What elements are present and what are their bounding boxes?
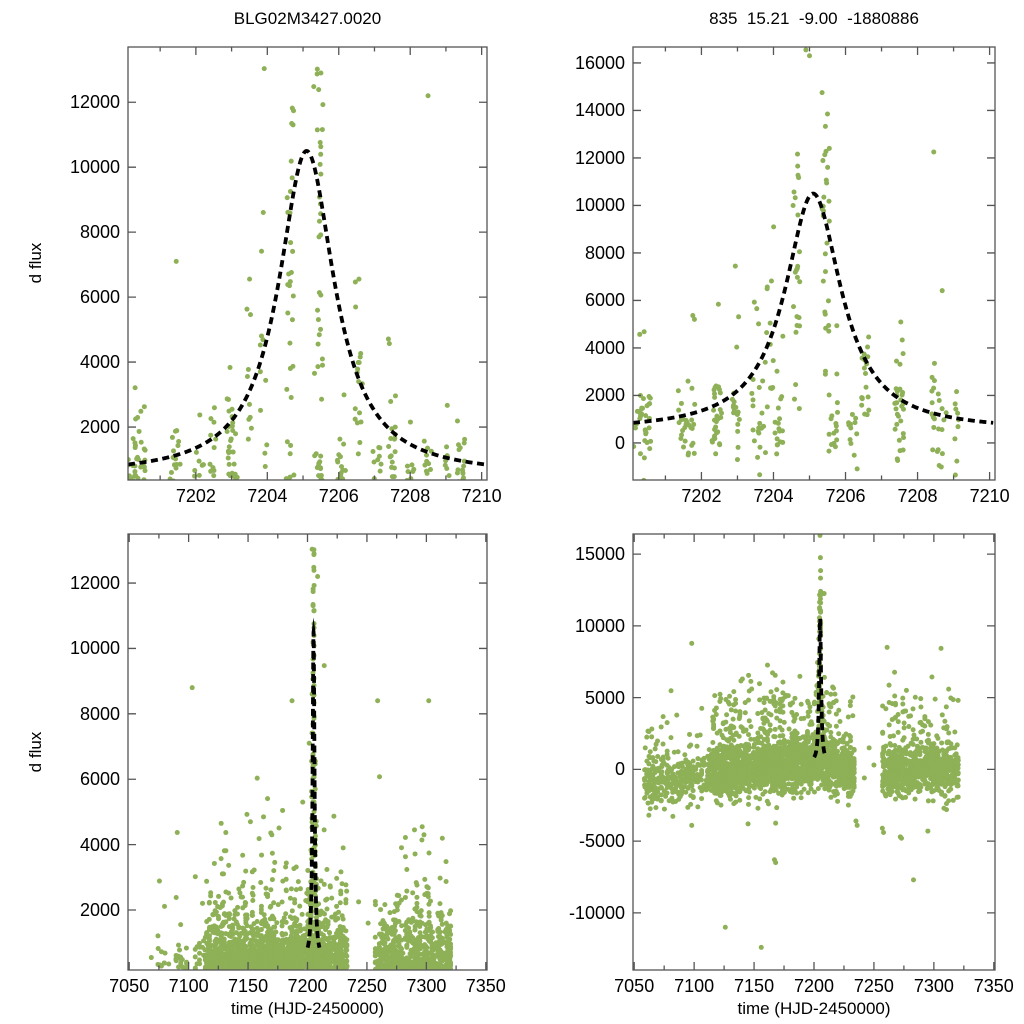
y-tick-label: 0	[614, 759, 625, 780]
y-tick-label: 4000	[79, 834, 120, 855]
plot-panel-top-right	[633, 47, 995, 480]
plot-panel-top-left	[128, 47, 487, 480]
y-tick-label: 6000	[79, 287, 120, 308]
y-tick-label: 6000	[584, 290, 625, 311]
y-tick-label: 10000	[574, 615, 625, 636]
x-tick-label: 7250	[346, 976, 387, 996]
x-tick-label: 7100	[168, 976, 209, 996]
y-tick-label: 10000	[574, 195, 625, 216]
x-tick-label: 7250	[853, 976, 894, 996]
x-tick-label: 7200	[287, 976, 328, 996]
x-tick-label: 7150	[228, 976, 269, 996]
x-tick-label: 7206	[318, 486, 359, 506]
x-axis-label-left: time (HJD-2450000)	[230, 999, 385, 1018]
y-tick-label: 8000	[79, 703, 120, 724]
y-tick-label: 8000	[584, 242, 625, 263]
y-tick-label: 10000	[69, 638, 120, 659]
y-tick-label: 10000	[69, 157, 120, 178]
x-tick-label: 7206	[825, 486, 866, 506]
x-tick-label: 7300	[913, 976, 954, 996]
x-tick-label: 7100	[674, 976, 715, 996]
y-tick-label: 0	[614, 432, 625, 453]
y-tick-label: 6000	[79, 769, 120, 790]
y-tick-label: 8000	[79, 222, 120, 243]
x-tick-label: 7350	[973, 976, 1014, 996]
x-axis-label-right: time (HJD-2450000)	[737, 999, 891, 1018]
x-tick-label: 7208	[390, 486, 431, 506]
x-tick-label: 7204	[247, 486, 288, 506]
x-tick-label: 7202	[681, 486, 722, 506]
plot-panel-bottom-right	[633, 534, 995, 970]
x-tick-label: 7300	[406, 976, 447, 996]
plot-panel-bottom-left	[128, 534, 487, 970]
x-tick-label: 7210	[461, 486, 502, 506]
y-tick-label: -5000	[578, 831, 625, 852]
panel-title-parameters: 835 15.21 -9.00 -1880886	[709, 9, 919, 28]
x-tick-label: 7210	[969, 486, 1010, 506]
y-tick-label: 12000	[574, 147, 625, 168]
y-tick-label: 12000	[69, 92, 120, 113]
y-tick-label: 4000	[584, 337, 625, 358]
y-tick-label: 2000	[79, 417, 120, 438]
y-tick-label: 4000	[79, 352, 120, 373]
y-tick-label: -10000	[568, 902, 625, 923]
x-tick-label: 7050	[109, 976, 150, 996]
x-tick-label: 7150	[734, 976, 775, 996]
y-tick-label: 15000	[574, 544, 625, 565]
x-tick-label: 7200	[793, 976, 835, 996]
y-axis-label-bottom: d flux	[26, 731, 45, 773]
y-axis-label-top: d flux	[26, 242, 45, 284]
y-tick-label: 12000	[69, 573, 120, 594]
page-title: BLG02M3427.0020	[233, 9, 382, 28]
y-tick-label: 2000	[79, 900, 120, 920]
y-tick-label: 2000	[584, 385, 625, 406]
x-tick-label: 7204	[753, 486, 794, 506]
x-tick-label: 7050	[614, 976, 655, 996]
x-tick-label: 7202	[175, 486, 216, 506]
x-tick-label: 7208	[897, 486, 938, 506]
x-tick-label: 7350	[465, 976, 506, 996]
y-tick-label: 16000	[574, 52, 625, 73]
y-tick-label: 14000	[574, 100, 625, 121]
y-tick-label: 5000	[584, 687, 625, 708]
